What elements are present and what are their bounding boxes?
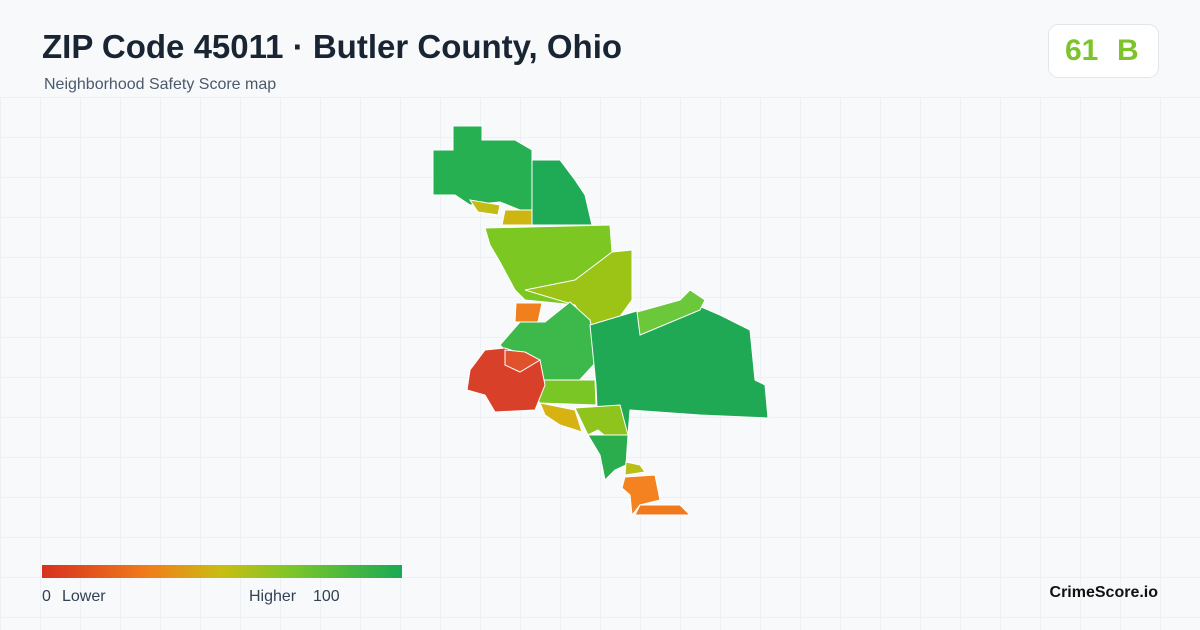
legend-max: 100 — [313, 588, 340, 605]
score-box — [1048, 24, 1159, 78]
region — [514, 302, 543, 323]
region — [539, 402, 583, 433]
legend-min-label: Lower — [62, 588, 106, 605]
region — [621, 474, 661, 517]
grade: B — [1117, 34, 1139, 67]
region — [587, 434, 629, 482]
score: 61 — [1065, 34, 1099, 67]
region — [468, 199, 501, 216]
legend-min: 0 — [42, 588, 51, 605]
subtitle: Neighborhood Safety Score map — [44, 76, 277, 93]
region — [504, 349, 542, 373]
region — [501, 209, 533, 226]
regions — [432, 125, 769, 517]
region — [636, 289, 706, 336]
legend-bar — [42, 565, 402, 578]
region — [624, 461, 646, 476]
title: ZIP Code 45011 · Butler County, Ohio — [42, 28, 623, 65]
brand: CrimeScore.io — [1049, 584, 1158, 601]
legend-max-label: Higher — [249, 588, 297, 605]
region — [634, 504, 692, 516]
